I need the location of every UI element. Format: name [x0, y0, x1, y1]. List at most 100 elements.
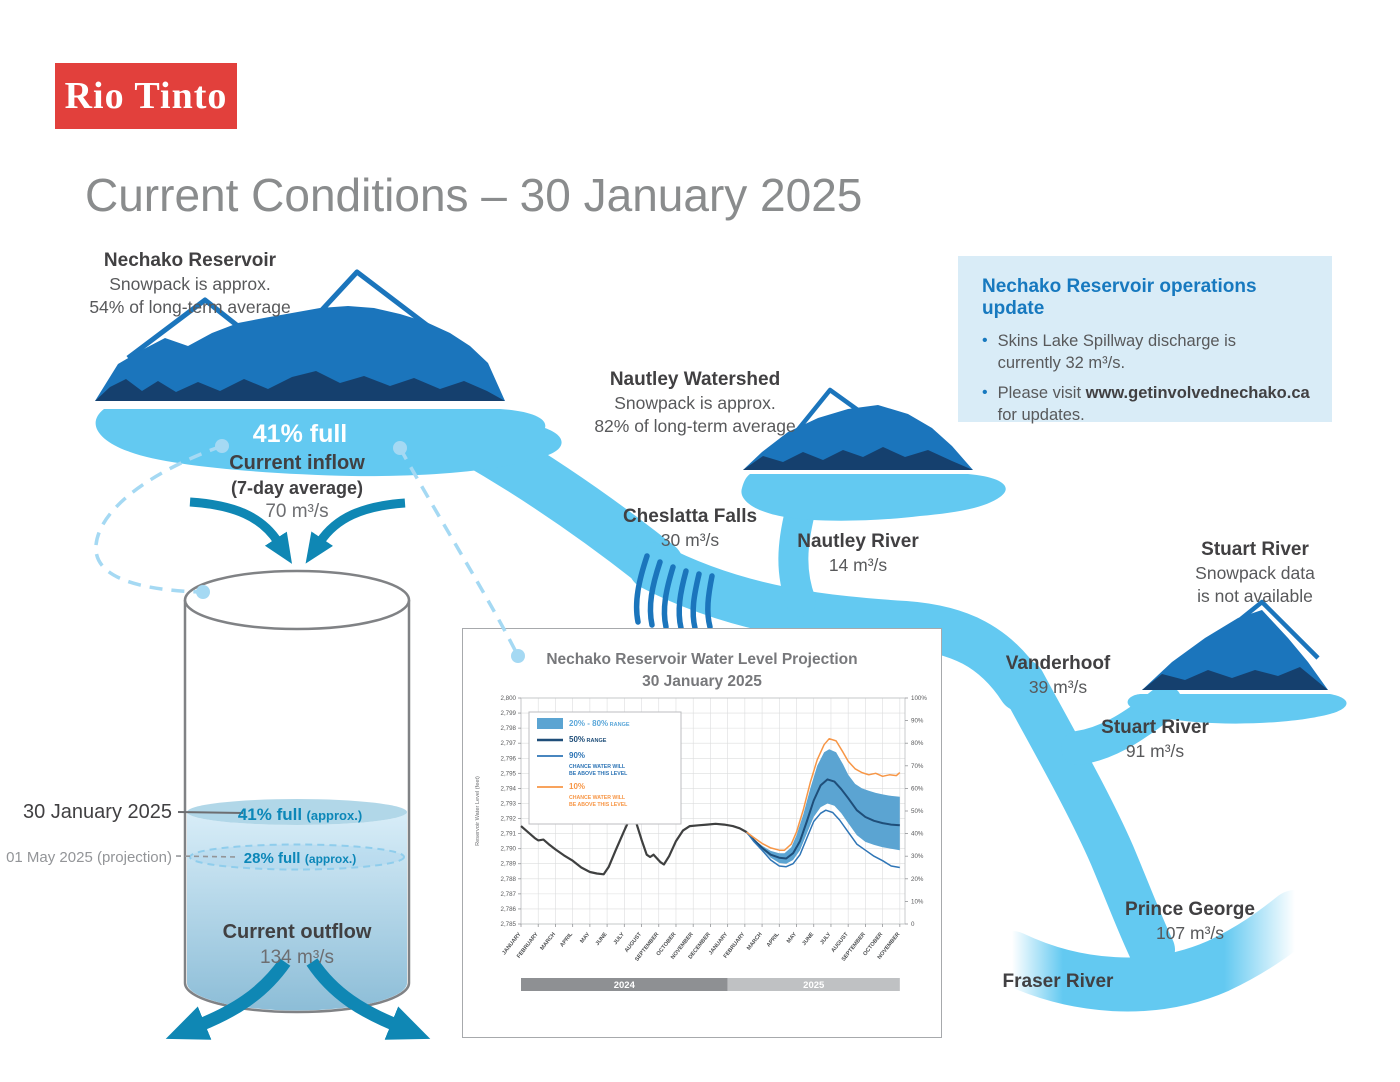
chart-title-line2: 30 January 2025 — [642, 672, 762, 690]
water-level-chart: Nechako Reservoir Water Level Projection… — [462, 628, 942, 1038]
cheslatta-falls-icon — [633, 553, 715, 631]
svg-text:2,797: 2,797 — [501, 741, 517, 748]
stuart-river-title: Stuart River — [1101, 717, 1209, 738]
year-bar-2025 — [727, 978, 900, 992]
outflow-arrows — [165, 958, 431, 1040]
year-bar-2024 — [521, 978, 728, 992]
svg-text:70%: 70% — [911, 763, 924, 770]
svg-text:30%: 30% — [911, 854, 924, 861]
chart-legend — [528, 711, 682, 825]
fraser-river-title: Fraser River — [1002, 971, 1114, 992]
website-post-text: for updates. — [997, 405, 1085, 424]
level-projection-note: (approx.) — [304, 852, 357, 866]
svg-text:2,790: 2,790 — [501, 846, 517, 853]
nautley-river-value: 14 m³/s — [828, 555, 888, 576]
svg-text:90%: 90% — [569, 751, 585, 760]
svg-text:2,798: 2,798 — [501, 726, 517, 733]
svg-text:MARCH: MARCH — [746, 932, 764, 952]
svg-text:MAY: MAY — [579, 932, 591, 945]
svg-text:2024: 2024 — [614, 980, 636, 991]
nautley-title: Nautley Watershed — [609, 369, 781, 390]
svg-text:10%: 10% — [569, 782, 585, 791]
level-projection-value: 28% full — [243, 850, 301, 867]
svg-text:50%: 50% — [911, 808, 924, 815]
bullet-icon: • — [982, 383, 988, 401]
river-system — [444, 412, 1322, 1012]
cylinder-water — [187, 812, 407, 1011]
svg-text:20%: 20% — [911, 876, 924, 883]
level-now-note: (approx.) — [306, 808, 363, 823]
prince-george-title: Prince George — [1125, 899, 1255, 920]
bullet-icon: • — [982, 332, 988, 349]
nechako-reservoir-label: Nechako Reservoir Snowpack is approx. 54… — [89, 249, 290, 318]
svg-text:2,786: 2,786 — [501, 906, 517, 913]
vanderhoof-value: 39 m³/s — [1028, 677, 1088, 698]
inflow-title: Current inflow — [229, 452, 365, 474]
ops-update-title: Nechako Reservoir operations update — [982, 276, 1257, 319]
chart-title-line1: Nechako Reservoir Water Level Projection — [546, 651, 858, 668]
svg-text:60%: 60% — [911, 786, 924, 793]
svg-text:80%: 80% — [911, 741, 924, 748]
inflow-subtitle: (7-day average) — [230, 477, 364, 498]
svg-text:2,788: 2,788 — [501, 876, 517, 883]
inflow-arrow-right — [305, 498, 406, 564]
svg-text:2,799: 2,799 — [501, 710, 517, 717]
cheslatta-value: 30 m³/s — [660, 530, 720, 551]
cheslatta-falls-label: Cheslatta Falls 30 m³/s — [623, 505, 757, 552]
prince-george-label: Prince George 107 m³/s — [1125, 898, 1255, 945]
stuart-river-value: 91 m³/s — [1125, 741, 1185, 762]
water-surface-41pct — [187, 799, 407, 825]
stuart-river-label: Stuart River 91 m³/s — [1101, 716, 1209, 763]
ops-bullet-spillway: • Skins Lake Spillway discharge is curre… — [982, 330, 1314, 375]
nautley-river-title: Nautley River — [797, 531, 919, 552]
nautley-watershed-label: Nautley Watershed Snowpack is approx. 82… — [594, 368, 795, 437]
level-now-date: 30 January 2025 — [22, 801, 172, 823]
svg-text:2,793: 2,793 — [501, 801, 517, 808]
svg-text:20% - 80% RANGE: 20% - 80% RANGE — [569, 719, 630, 728]
stuart-mountain — [1142, 599, 1328, 690]
svg-text:BE ABOVE THIS LEVEL: BE ABOVE THIS LEVEL — [569, 771, 628, 777]
svg-text:2,795: 2,795 — [501, 771, 517, 778]
svg-text:Reservoir Water Level (feet): Reservoir Water Level (feet) — [475, 776, 481, 846]
nautley-mountain — [743, 387, 973, 470]
river-bend-to-prince-george — [999, 659, 1175, 973]
cheslatta-title: Cheslatta Falls — [622, 506, 758, 527]
svg-text:2,787: 2,787 — [501, 891, 517, 898]
cylinder-top — [183, 569, 411, 631]
outflow-arrow-left — [165, 958, 291, 1040]
svg-text:50% RANGE: 50% RANGE — [569, 735, 607, 744]
stuart-snowpack-line2: is not available — [1197, 585, 1313, 606]
now-pointer-line — [177, 811, 244, 814]
svg-text:40%: 40% — [911, 831, 924, 838]
current-inflow-label: Current inflow (7-day average) 70 m³/s — [229, 451, 365, 524]
fraser-river-label: Fraser River — [1003, 970, 1114, 994]
prince-george-value: 107 m³/s — [1155, 923, 1225, 944]
series-p90_chance_above — [746, 809, 900, 869]
nautley-river-label: Nautley River 14 m³/s — [797, 530, 918, 577]
stuart-watershed-label: Stuart River Snowpack data is not availa… — [1195, 538, 1315, 607]
outflow-arrow-right — [306, 958, 431, 1040]
rio-tinto-logo: Rio Tinto — [55, 63, 237, 129]
website-pre-text: Please visit — [997, 383, 1086, 402]
website-link[interactable]: www.getinvolvednechako.ca — [1085, 383, 1310, 402]
spillway-line1: Skins Lake Spillway discharge is — [997, 332, 1237, 350]
svg-text:APRIL: APRIL — [559, 931, 574, 948]
svg-text:100%: 100% — [911, 695, 927, 702]
ops-bullet-website: • Please visit www.getinvolvednechako.ca… — [982, 382, 1314, 427]
svg-text:0: 0 — [911, 921, 915, 928]
inflow-value: 70 m³/s — [265, 500, 329, 522]
stuart-snowpack-line1: Snowpack data — [1195, 563, 1315, 584]
svg-text:2,792: 2,792 — [501, 816, 517, 823]
nechako-snowpack-line2: 54% of long-term average — [89, 296, 291, 317]
river-falls-to-bend — [628, 542, 1046, 712]
svg-text:MAY: MAY — [786, 932, 798, 945]
outflow-title: Current outflow — [222, 921, 372, 943]
nautley-river-stream — [778, 497, 816, 617]
vanderhoof-label: Vanderhoof 39 m³/s — [1006, 652, 1111, 699]
logo-text: Rio Tinto — [64, 75, 228, 117]
page-title: Current Conditions – 30 January 2025 — [85, 169, 863, 221]
reservoir-cylinder — [175, 569, 411, 1014]
svg-text:APRIL: APRIL — [766, 931, 781, 948]
